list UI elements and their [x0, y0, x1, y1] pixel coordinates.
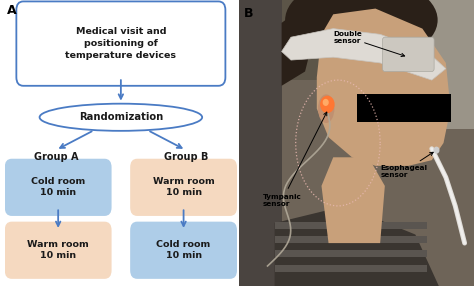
Ellipse shape [285, 0, 438, 63]
Text: Warm room
10 min: Warm room 10 min [153, 177, 214, 197]
Text: A: A [7, 4, 17, 17]
Bar [239, 0, 282, 286]
FancyBboxPatch shape [383, 37, 434, 72]
Text: Randomization: Randomization [79, 112, 163, 122]
Polygon shape [282, 6, 321, 86]
FancyBboxPatch shape [5, 222, 111, 279]
Ellipse shape [39, 104, 202, 131]
FancyBboxPatch shape [130, 159, 237, 216]
Text: Cold room
10 min: Cold room 10 min [156, 240, 211, 260]
Text: Warm room
10 min: Warm room 10 min [27, 240, 89, 260]
Text: B: B [244, 7, 254, 20]
FancyBboxPatch shape [5, 159, 111, 216]
Polygon shape [274, 206, 439, 286]
Polygon shape [321, 157, 385, 243]
Polygon shape [282, 29, 446, 80]
Text: Medical visit and
positioning of
temperature devices: Medical visit and positioning of tempera… [65, 27, 176, 60]
Text: Cold room
10 min: Cold room 10 min [31, 177, 85, 197]
Bar [282, 0, 415, 80]
Bar [415, 0, 474, 129]
Bar [274, 250, 427, 257]
Bar [356, 94, 450, 122]
Text: Group B: Group B [164, 152, 208, 162]
Circle shape [434, 147, 439, 153]
FancyBboxPatch shape [16, 1, 226, 86]
Text: Group A: Group A [34, 152, 78, 162]
FancyBboxPatch shape [130, 222, 237, 279]
Ellipse shape [318, 94, 334, 123]
Text: Double
sensor: Double sensor [333, 31, 405, 57]
Text: Esophageal
sensor: Esophageal sensor [380, 152, 433, 178]
Bar [274, 265, 427, 272]
Text: Tympanic
sensor: Tympanic sensor [263, 112, 327, 207]
Circle shape [323, 100, 328, 105]
Polygon shape [317, 9, 450, 166]
Bar [274, 236, 427, 243]
Bar [274, 222, 427, 229]
Circle shape [321, 96, 334, 112]
